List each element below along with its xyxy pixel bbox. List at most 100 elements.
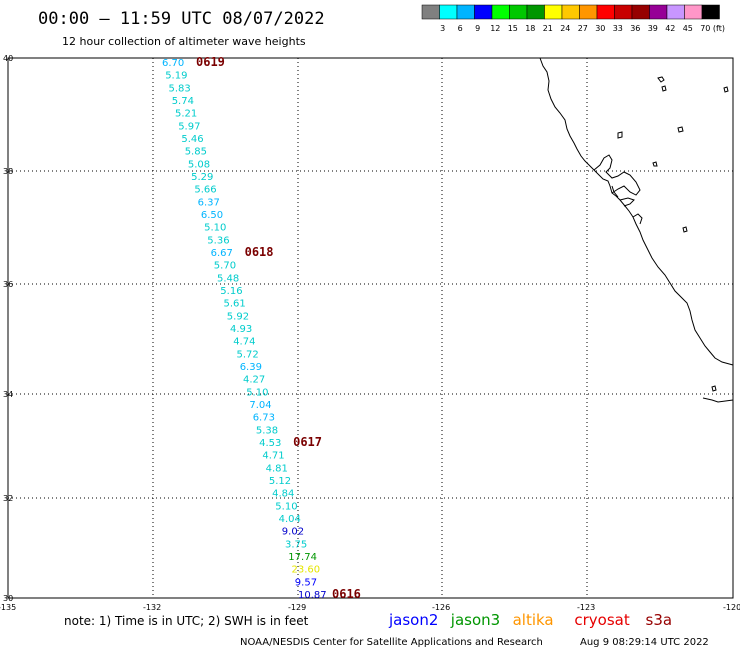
color-scale-swatch <box>561 4 580 20</box>
satellite-label: s3a <box>646 611 673 629</box>
wave-height-value: 6.73 <box>253 413 275 424</box>
islands <box>617 76 729 392</box>
pass-time-label: 0619 <box>196 55 225 69</box>
satellite-label: jason2 <box>388 611 438 629</box>
wave-height-value: 5.97 <box>178 121 200 132</box>
wave-height-value: 5.74 <box>172 96 194 107</box>
satellite-label: cryosat <box>574 611 629 629</box>
coastline <box>539 57 734 403</box>
longitude-label: -126 <box>432 603 450 612</box>
map-subtitle: 12 hour collection of altimeter wave hei… <box>62 35 306 48</box>
pass-time-label: 0618 <box>245 245 274 259</box>
longitude-label: -135 <box>0 603 16 612</box>
wave-height-value: 5.92 <box>227 311 249 322</box>
wave-height-value: 4.93 <box>230 324 252 335</box>
color-scale-swatch <box>614 4 633 20</box>
wave-height-value: 6.37 <box>198 197 220 208</box>
wave-height-value: 9.57 <box>295 577 317 588</box>
color-scale-label: 39 <box>648 24 658 33</box>
color-scale-swatch <box>579 4 598 20</box>
longitude-label: -120 <box>723 603 740 612</box>
latitude-label: 38 <box>3 167 13 176</box>
map-title: 00:00 – 11:59 UTC 08/07/2022 <box>38 9 325 29</box>
longitude-label: -129 <box>288 603 306 612</box>
color-scale-label: 45 <box>683 24 693 33</box>
pass-time-label: 0617 <box>293 435 322 449</box>
color-scale-swatch <box>701 4 720 20</box>
wave-height-value: 6.39 <box>240 362 262 373</box>
wave-height-value: 4.53 <box>259 438 281 449</box>
wave-height-value: 4.71 <box>262 451 284 462</box>
color-scale-swatch <box>421 4 440 20</box>
color-scale-label: 42 <box>665 24 675 33</box>
color-scale-swatch <box>526 4 545 20</box>
wave-height-value: 5.36 <box>207 235 229 246</box>
color-scale-swatch <box>509 4 528 20</box>
wave-height-value: 23.60 <box>292 565 321 576</box>
latitude-labels: 40 38 36 34 32 30 <box>3 54 13 603</box>
color-scale-label: 12 <box>490 24 500 33</box>
wave-height-value: 17.74 <box>288 552 317 563</box>
color-scale-label: 21 <box>543 24 553 33</box>
wave-height-value: 5.46 <box>181 134 203 145</box>
altimeter-observations: 6.70 5.195.83 5.74 5.215.97 5.46 5.855.08 5.29… <box>162 58 327 601</box>
footer-timestamp: Aug 9 08:29:14 UTC 2022 <box>580 637 709 648</box>
wave-height-value: 4.74 <box>233 337 255 348</box>
wave-height-value: 7.04 <box>249 400 271 411</box>
color-scale-label: 30 <box>595 24 605 33</box>
wave-height-value: 6.70 <box>162 58 184 69</box>
color-scale-swatch <box>596 4 615 20</box>
wave-height-value: 5.16 <box>220 286 242 297</box>
color-scale-swatch <box>649 4 668 20</box>
color-scale-swatch <box>491 4 510 20</box>
color-scale-swatch <box>544 4 563 20</box>
wave-height-value: 10.87 <box>298 590 327 601</box>
longitude-labels: -135 -132 -129 -126 -123 -120 <box>0 603 740 612</box>
latitude-label: 34 <box>3 390 13 399</box>
color-scale-swatch <box>456 4 475 20</box>
color-scale-label: 9 <box>475 24 480 33</box>
color-scale-swatch <box>439 4 458 20</box>
wave-height-value: 9.02 <box>282 527 304 538</box>
footer-note: note: 1) Time is in UTC; 2) SWH is in fe… <box>64 614 309 628</box>
color-scale-label: 27 <box>578 24 588 33</box>
wave-height-value: 5.83 <box>169 83 191 94</box>
map-frame <box>7 57 734 599</box>
wave-height-value: 5.85 <box>185 147 207 158</box>
wave-height-value: 5.29 <box>191 172 213 183</box>
wave-height-value: 4.04 <box>279 514 301 525</box>
color-scale-swatch <box>666 4 685 20</box>
color-scale-label: 15 <box>508 24 518 33</box>
color-scale-label: 6 <box>458 24 463 33</box>
latitude-label: 36 <box>3 280 13 289</box>
wave-height-value: 5.12 <box>269 476 291 487</box>
wave-height-value: 5.19 <box>165 71 187 82</box>
lat-lon-grid <box>8 58 733 598</box>
color-scale-swatch <box>631 4 650 20</box>
wave-height-value: 5.10 <box>204 223 226 234</box>
satellite-label: jason3 <box>450 611 500 629</box>
wave-height-value: 5.38 <box>256 425 278 436</box>
wave-height-value: 5.72 <box>237 349 259 360</box>
color-scale-swatch <box>474 4 493 20</box>
longitude-label: -123 <box>577 603 595 612</box>
color-scale-label: 24 <box>560 24 570 33</box>
satellite-label: altika <box>513 611 554 629</box>
wave-height-value: 5.61 <box>224 299 246 310</box>
satellite-legend: jason2 jason3 altika cryosat s3a <box>388 611 672 629</box>
longitude-label: -132 <box>143 603 161 612</box>
latitude-label: 30 <box>3 594 13 603</box>
wave-height-value: 4.84 <box>272 489 294 500</box>
color-scale-label: (ft) <box>713 24 725 33</box>
color-scale-label: 18 <box>525 24 535 33</box>
wave-height-value: 5.66 <box>194 185 216 196</box>
wave-height-value: 6.67 <box>211 248 233 259</box>
wave-height-value: 5.21 <box>175 109 197 120</box>
wave-height-value: 5.10 <box>246 387 268 398</box>
latitude-label: 32 <box>3 494 13 503</box>
wave-height-value: 5.10 <box>275 501 297 512</box>
wave-height-value: 5.48 <box>217 273 239 284</box>
footer-credit: NOAA/NESDIS Center for Satellite Applica… <box>240 637 543 648</box>
wave-height-value: 5.70 <box>214 261 236 272</box>
